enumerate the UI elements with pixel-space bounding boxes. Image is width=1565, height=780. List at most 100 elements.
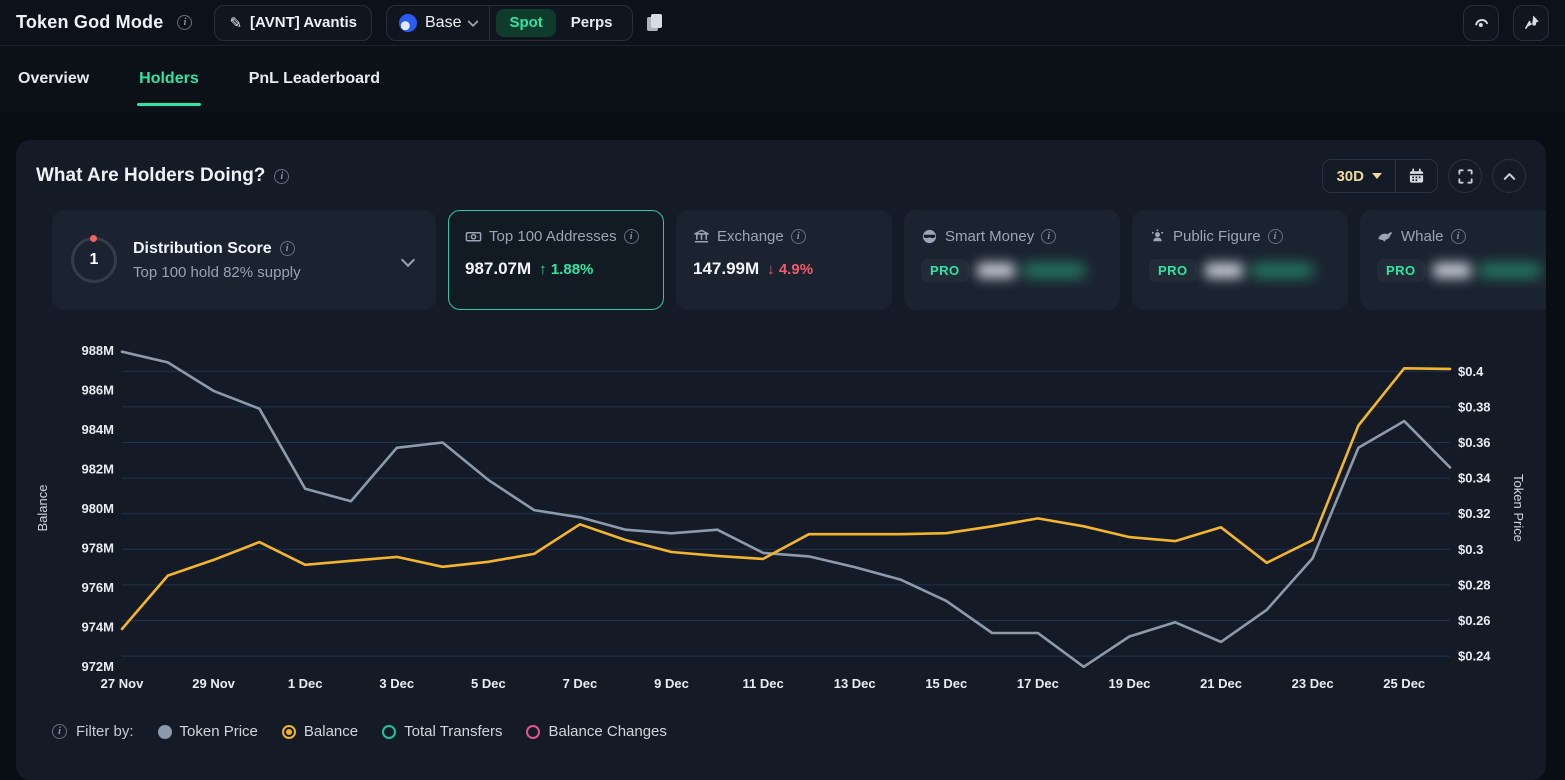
filter-option-label: Balance Changes <box>548 723 666 740</box>
pro-badge: PRO <box>1149 259 1197 282</box>
right-axis-tick: $0.38 <box>1458 399 1491 414</box>
left-axis-tick: 980M <box>81 501 114 516</box>
blurred-value <box>1433 263 1471 278</box>
panel-title: What Are Holders Doing? <box>36 165 265 187</box>
card-title: Top 100 Addresses <box>489 228 617 245</box>
x-axis-tick: 19 Dec <box>1108 676 1150 691</box>
right-axis-tick: $0.32 <box>1458 506 1491 521</box>
top100-addresses-card[interactable]: Top 100 Addresses 987.07M ↑ 1.88% <box>448 210 664 310</box>
radar-icon <box>1473 14 1490 31</box>
right-axis-tick: $0.34 <box>1458 471 1491 486</box>
right-axis-tick: $0.4 <box>1458 364 1484 379</box>
x-axis-tick: 3 Dec <box>379 676 414 691</box>
card-title: Smart Money <box>945 228 1034 245</box>
holders-chart[interactable]: 988M986M984M982M980M978M976M974M972M$0.4… <box>16 332 1546 709</box>
bank-icon <box>693 228 710 245</box>
arrow-up-icon: ↑ <box>539 261 547 278</box>
card-change-up: ↑ 1.88% <box>539 261 593 278</box>
info-icon[interactable] <box>1041 229 1056 244</box>
tab-pnl-leaderboard[interactable]: PnL Leaderboard <box>247 58 382 100</box>
banknote-icon <box>465 228 482 245</box>
info-icon[interactable] <box>624 229 639 244</box>
whale-icon <box>1377 228 1394 245</box>
info-icon[interactable] <box>791 229 806 244</box>
card-value: 987.07M <box>465 259 531 279</box>
chain-label: Base <box>425 14 461 32</box>
info-icon[interactable] <box>52 724 67 739</box>
x-axis-tick: 5 Dec <box>471 676 506 691</box>
chevron-down-icon <box>401 253 415 267</box>
radar-button[interactable] <box>1463 5 1499 41</box>
filter-option-total-transfers[interactable]: Total Transfers <box>382 723 502 740</box>
range-select[interactable]: 30D <box>1323 160 1396 192</box>
filter-option-label: Balance <box>304 723 358 740</box>
radio-icon <box>282 725 296 739</box>
x-axis-tick: 7 Dec <box>563 676 598 691</box>
blurred-value <box>977 263 1015 278</box>
chart-filter-bar: Filter by: Token Price Balance Total Trans… <box>52 723 1546 740</box>
token-selector[interactable]: ✎ [AVNT] Avantis <box>214 5 372 41</box>
left-axis-tick: 976M <box>81 580 114 595</box>
right-axis-title: Token Price <box>1511 474 1526 542</box>
info-icon[interactable] <box>1451 229 1466 244</box>
calendar-icon <box>1408 168 1425 185</box>
right-axis-tick: $0.36 <box>1458 435 1491 450</box>
pro-badge: PRO <box>921 259 969 282</box>
info-icon[interactable] <box>274 169 289 184</box>
panel-title-row: What Are Holders Doing? <box>36 165 289 187</box>
info-icon[interactable] <box>280 241 295 256</box>
info-icon[interactable] <box>177 15 192 30</box>
left-axis-tick: 984M <box>81 422 114 437</box>
token-name: [AVNT] Avantis <box>250 14 357 31</box>
fullscreen-button[interactable] <box>1448 159 1482 193</box>
public-figure-card[interactable]: Public Figure PRO <box>1132 210 1348 310</box>
distribution-score-card[interactable]: 1 Distribution Score Top 100 hold 82% su… <box>52 210 436 310</box>
smart-money-card[interactable]: Smart Money PRO <box>904 210 1120 310</box>
chain-select[interactable]: Base <box>387 6 490 40</box>
copy-icon[interactable] <box>647 14 662 32</box>
filter-option-balance-changes[interactable]: Balance Changes <box>526 723 666 740</box>
x-axis-tick: 13 Dec <box>834 676 876 691</box>
left-axis-tick: 986M <box>81 383 114 398</box>
card-change-down: ↓ 4.9% <box>767 261 813 278</box>
radio-icon <box>158 725 172 739</box>
right-axis-tick: $0.28 <box>1458 577 1491 592</box>
filter-option-label: Total Transfers <box>404 723 502 740</box>
pin-icon <box>1523 14 1540 31</box>
pin-button[interactable] <box>1513 5 1549 41</box>
x-axis-tick: 15 Dec <box>925 676 967 691</box>
blurred-change <box>1023 264 1085 277</box>
right-axis-tick: $0.26 <box>1458 613 1491 628</box>
tab-overview[interactable]: Overview <box>16 58 91 100</box>
filter-option-token-price[interactable]: Token Price <box>158 723 258 740</box>
exchange-card[interactable]: Exchange 147.99M ↓ 4.9% <box>676 210 892 310</box>
card-title: Exchange <box>717 228 784 245</box>
base-chain-icon <box>399 14 417 32</box>
filter-option-label: Token Price <box>180 723 258 740</box>
card-value: 147.99M <box>693 259 759 279</box>
x-axis-tick: 17 Dec <box>1017 676 1059 691</box>
spot-toggle[interactable]: Spot <box>496 9 555 37</box>
collapse-button[interactable] <box>1492 159 1526 193</box>
perps-toggle[interactable]: Perps <box>558 9 626 37</box>
x-axis-tick: 23 Dec <box>1292 676 1334 691</box>
info-icon[interactable] <box>1268 229 1283 244</box>
market-switcher: Base Spot Perps <box>386 5 633 41</box>
holder-category-cards: 1 Distribution Score Top 100 hold 82% su… <box>52 210 1546 310</box>
filter-option-balance[interactable]: Balance <box>282 723 358 740</box>
left-axis-tick: 972M <box>81 659 114 674</box>
card-title: Public Figure <box>1173 228 1261 245</box>
holders-activity-panel: What Are Holders Doing? 30D <box>16 140 1546 780</box>
left-axis-title: Balance <box>35 485 50 532</box>
tab-holders[interactable]: Holders <box>137 58 201 100</box>
range-controls: 30D <box>1322 159 1438 193</box>
x-axis-tick: 25 Dec <box>1383 676 1425 691</box>
calendar-button[interactable] <box>1396 160 1437 192</box>
line-chart-canvas[interactable]: 988M986M984M982M980M978M976M974M972M$0.4… <box>16 332 1546 704</box>
fullscreen-icon <box>1457 168 1474 185</box>
token-price-line <box>122 352 1450 667</box>
radio-icon <box>382 725 396 739</box>
balance-line <box>122 368 1450 629</box>
filter-by-label: Filter by: <box>76 723 134 740</box>
whale-card[interactable]: Whale PRO <box>1360 210 1546 310</box>
